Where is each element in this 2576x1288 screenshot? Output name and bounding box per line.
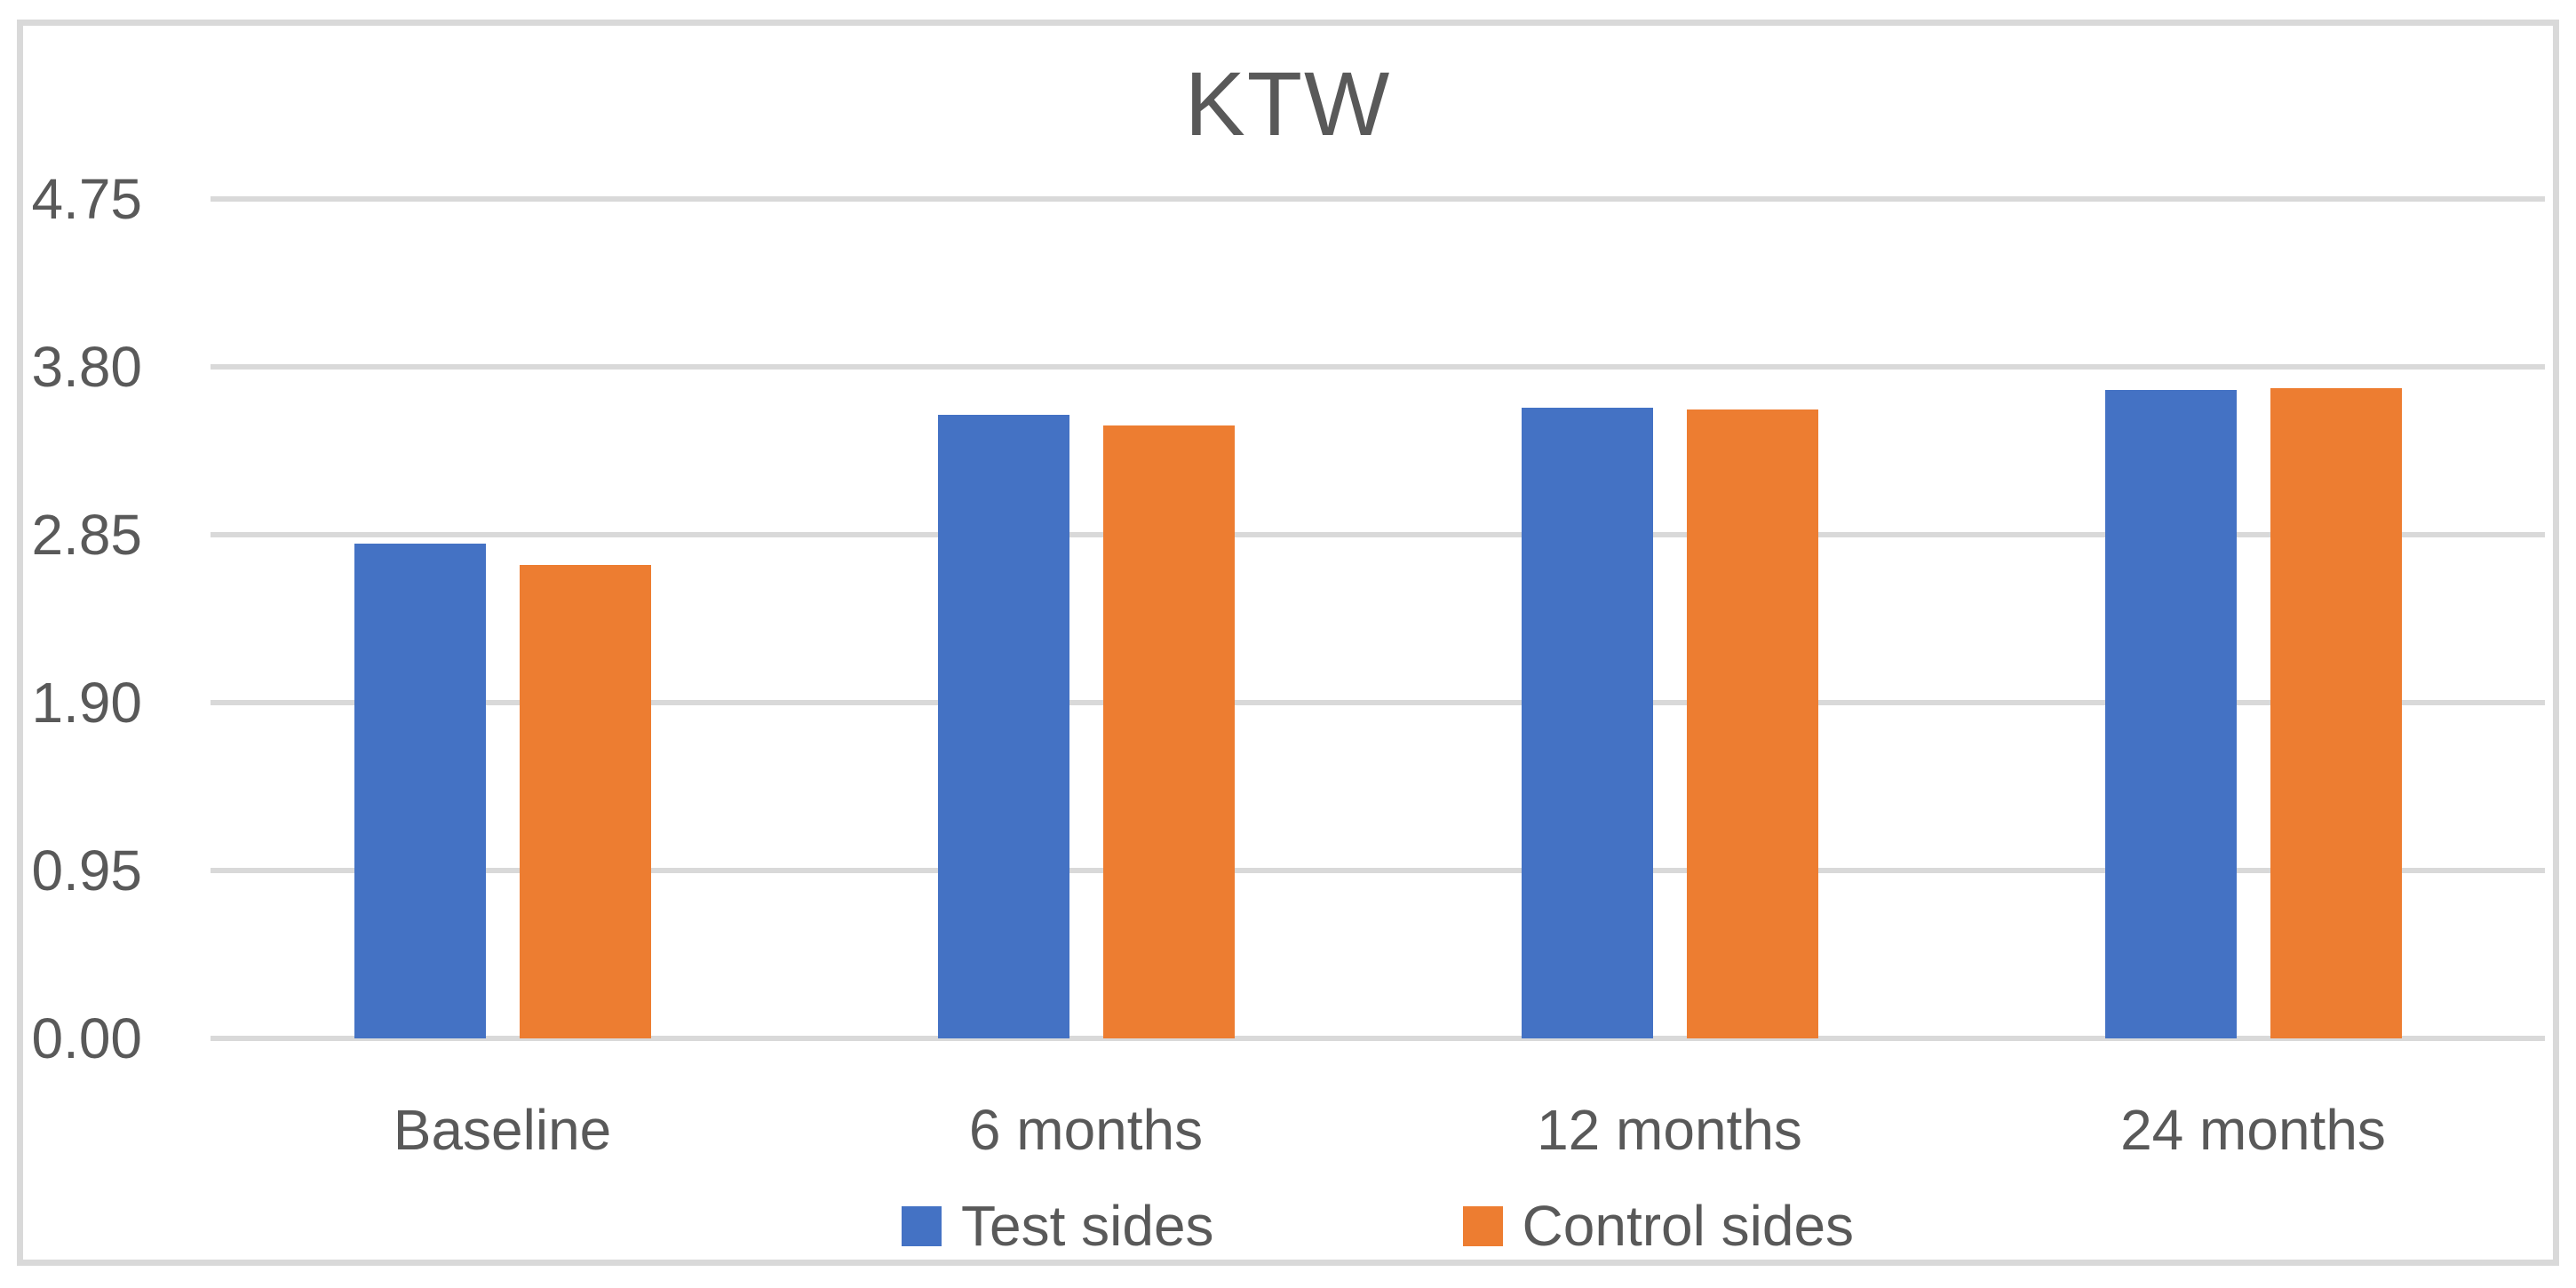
bar-control-sides-24-months: [2270, 387, 2402, 1038]
legend-label-test-sides: Test sides: [960, 1194, 1214, 1258]
x-category-label-6-months: 6 months: [968, 1098, 1204, 1162]
y-tick-label: 4.75: [31, 167, 142, 231]
legend-swatch-test-sides: [901, 1205, 942, 1246]
legend-swatch-control-sides: [1462, 1205, 1503, 1246]
legend: Test sides Control sides: [211, 1190, 2545, 1261]
bar-test-sides-6-months: [937, 414, 1069, 1038]
y-tick-label: 3.80: [31, 335, 142, 399]
gridline: [211, 700, 2545, 705]
bar-group-baseline: [211, 199, 794, 1038]
y-tick-label: 0.00: [31, 1006, 142, 1070]
bar-control-sides-baseline: [519, 564, 651, 1038]
plot-area: [211, 196, 2545, 1041]
gridline: [211, 1036, 2545, 1041]
bar-test-sides-baseline: [354, 543, 486, 1038]
bar-control-sides-6-months: [1102, 425, 1235, 1038]
y-tick-label: 1.90: [31, 671, 142, 735]
bar-test-sides-12-months: [1521, 407, 1653, 1038]
y-tick-label: 0.95: [31, 839, 142, 902]
chart-title: KTW: [1184, 53, 1392, 155]
gridline: [211, 196, 2545, 202]
bar-group-6-months: [794, 199, 1378, 1038]
bar-group-12-months: [1378, 199, 1961, 1038]
y-tick-label: 2.85: [31, 503, 142, 567]
gridline: [211, 364, 2545, 370]
legend-item-control-sides: Control sides: [1462, 1190, 1855, 1261]
x-category-label-baseline: Baseline: [393, 1098, 612, 1162]
gridline: [211, 868, 2545, 873]
x-category-label-12-months: 12 months: [1537, 1098, 1802, 1162]
bar-test-sides-24-months: [2104, 389, 2237, 1038]
x-category-label-24-months: 24 months: [2120, 1098, 2386, 1162]
legend-label-control-sides: Control sides: [1522, 1194, 1855, 1258]
legend-item-test-sides: Test sides: [901, 1190, 1214, 1261]
gridline: [211, 532, 2545, 537]
bar-group-24-months: [1961, 199, 2545, 1038]
bar-control-sides-12-months: [1686, 409, 1818, 1038]
